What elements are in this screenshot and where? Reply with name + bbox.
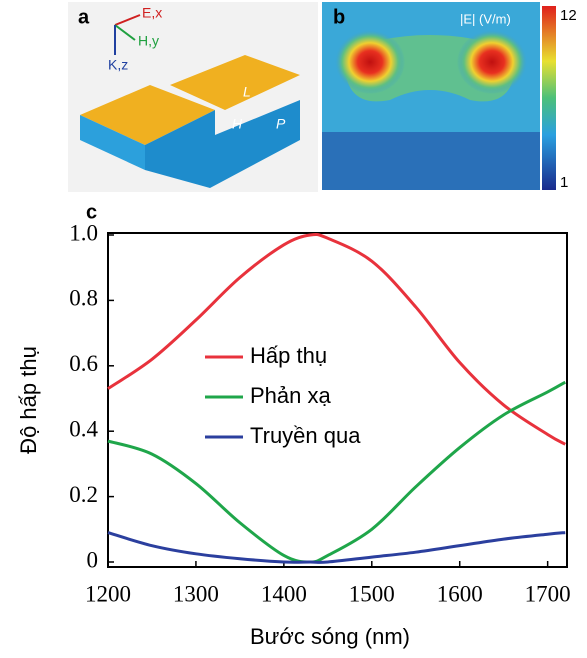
colorbar-title: |E| (V/m) (460, 11, 511, 26)
x-tick-label: 1400 (261, 581, 307, 606)
x-tick-label: 1200 (85, 581, 131, 606)
axis-arrow-label: K,z (108, 57, 128, 73)
x-tick-label: 1600 (437, 581, 483, 606)
colorbar-min: 1 (560, 174, 568, 191)
x-tick-label: 1700 (525, 581, 571, 606)
field-map (322, 132, 540, 190)
axis-arrow-label: H,y (138, 33, 159, 49)
panel-label: a (78, 6, 90, 28)
x-axis-label: Bước sóng (nm) (250, 624, 410, 649)
x-tick-label: 1300 (173, 581, 219, 606)
legend-label: Hấp thụ (250, 343, 327, 368)
axis-arrow (114, 14, 141, 26)
dimension-label: P (276, 116, 286, 132)
series-line (107, 380, 566, 564)
panel-b: b |E| (V/m) 12 1 (322, 2, 577, 191)
series-line (107, 531, 566, 564)
y-tick-label: 1.0 (69, 220, 98, 245)
plot-frame (107, 232, 568, 568)
axis-arrow-label: E,x (142, 5, 162, 21)
axis-arrow (114, 24, 136, 41)
panel-label: c (86, 201, 97, 223)
y-tick-label: 0.2 (69, 482, 98, 507)
slab-front (80, 115, 145, 170)
dimension-label: H (232, 116, 243, 132)
y-tick-label: 0.6 (69, 351, 98, 376)
legend-label: Phản xạ (250, 383, 331, 408)
slab-top (80, 85, 215, 145)
field-hotspot (335, 30, 405, 94)
y-axis-label: Độ hấp thụ (16, 346, 41, 454)
panel-label: b (333, 6, 345, 28)
y-tick-label: 0.4 (69, 416, 98, 441)
y-tick-label: 0.8 (69, 286, 98, 311)
colorbar (542, 6, 556, 190)
x-tick-label: 1500 (349, 581, 395, 606)
slab-top (170, 55, 300, 110)
series-line (107, 232, 566, 446)
colorbar-max: 12 (560, 7, 577, 24)
dimension-label: L (243, 84, 251, 100)
y-tick-label: 0 (87, 547, 99, 572)
legend-label: Truyền qua (250, 423, 361, 448)
slab-side (145, 75, 300, 188)
field-hotspot (457, 30, 527, 94)
panel-a: a E,x H,y K,z L H P (68, 2, 318, 192)
